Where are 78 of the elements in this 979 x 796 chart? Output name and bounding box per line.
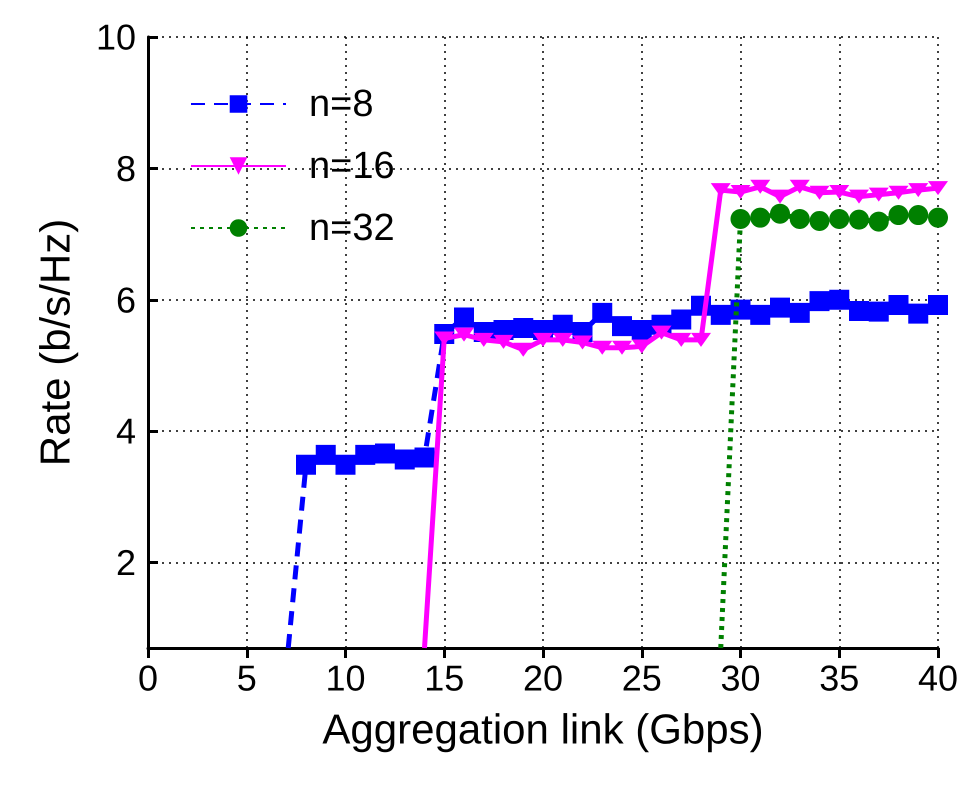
point	[454, 328, 474, 342]
y-tick-label: 10	[96, 16, 136, 58]
point	[888, 295, 908, 316]
point	[652, 326, 672, 340]
x-tick-label: 10	[325, 658, 366, 698]
x-tick-label: 25	[622, 658, 662, 698]
point	[533, 332, 553, 347]
point	[474, 332, 494, 347]
point	[513, 318, 534, 338]
point	[494, 334, 514, 349]
point	[592, 340, 612, 355]
point	[750, 304, 770, 325]
point	[829, 185, 850, 200]
point	[296, 454, 316, 475]
point	[849, 190, 869, 204]
point	[572, 336, 592, 350]
point	[750, 180, 770, 194]
point	[888, 186, 908, 200]
legend-label: n=16	[309, 145, 395, 187]
point	[790, 180, 810, 194]
y-tick-label: 6	[116, 279, 136, 320]
point	[810, 210, 830, 231]
point	[868, 212, 889, 232]
point	[730, 300, 750, 320]
y-tick-label: 2	[116, 542, 136, 584]
y-axis-title: Rate (b/s/Hz)	[32, 218, 78, 466]
point	[316, 444, 336, 465]
point	[375, 444, 395, 464]
x-tick-label: 30	[720, 658, 761, 698]
x-axis-title: Aggregation link (Gbps)	[322, 706, 764, 752]
point	[770, 204, 790, 224]
point	[908, 183, 928, 198]
point	[691, 332, 711, 347]
legend-label: n=32	[309, 207, 395, 249]
point	[750, 208, 770, 228]
point	[394, 449, 415, 470]
point	[612, 340, 632, 355]
point	[513, 342, 534, 357]
point	[730, 208, 750, 229]
x-tick-label: 40	[918, 658, 958, 698]
y-tick-label: 8	[116, 148, 136, 189]
x-tick-label: 0	[138, 658, 158, 698]
point	[671, 332, 692, 347]
point	[770, 298, 790, 318]
x-tick-label: 35	[819, 658, 860, 698]
point	[414, 447, 434, 468]
point	[849, 300, 869, 321]
point	[849, 210, 869, 230]
point	[454, 308, 474, 328]
point	[829, 208, 850, 229]
point	[928, 208, 948, 228]
point	[612, 316, 632, 336]
point	[730, 185, 750, 200]
point	[790, 208, 810, 229]
point	[552, 332, 573, 347]
point	[829, 290, 850, 310]
x-tick-label: 20	[522, 658, 564, 698]
point	[770, 190, 790, 204]
point	[928, 295, 948, 316]
point	[810, 291, 830, 312]
legend-label: n=8	[309, 83, 374, 125]
x-tick-label: 5	[236, 658, 257, 698]
point	[908, 205, 928, 226]
point	[888, 205, 908, 226]
x-tick-label: 15	[424, 658, 464, 698]
y-tick-label: 4	[116, 410, 136, 452]
point	[790, 302, 810, 323]
point	[810, 186, 830, 200]
point	[710, 304, 731, 325]
point	[908, 304, 928, 324]
point	[355, 444, 376, 465]
point	[632, 320, 652, 340]
point	[336, 454, 356, 475]
point	[928, 181, 948, 196]
point	[868, 188, 889, 202]
point	[592, 302, 612, 323]
point	[671, 310, 692, 330]
point	[868, 302, 889, 322]
